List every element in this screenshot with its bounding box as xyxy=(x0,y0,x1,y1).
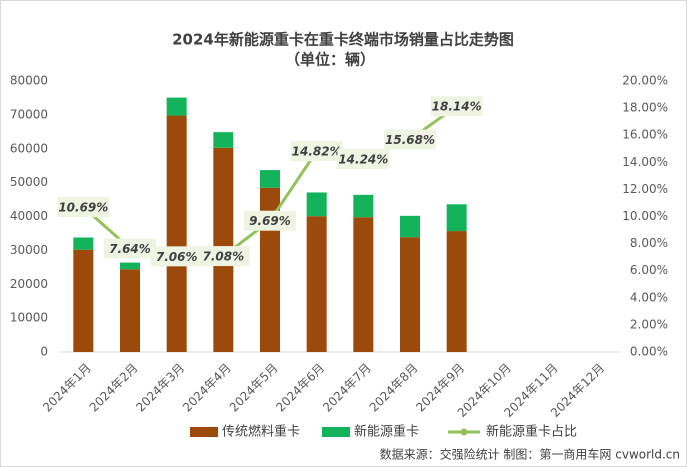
data-label: 9.69% xyxy=(244,210,296,231)
y2-tick-label: 0.00% xyxy=(630,345,668,359)
data-label-bg xyxy=(290,141,343,162)
y-tick-label: 10000 xyxy=(10,311,48,325)
y2-tick-label: 16.00% xyxy=(622,128,668,142)
data-label-bg xyxy=(244,210,296,231)
data-label-text: 10.69% xyxy=(58,201,108,215)
data-label: 10.69% xyxy=(57,197,110,218)
y2-tick-label: 2.00% xyxy=(630,317,668,331)
data-label-text: 7.08% xyxy=(203,250,245,264)
chart-title: 2024年新能源重卡在重卡终端市场销量占比走势图 xyxy=(172,31,514,49)
source-note: 数据来源：交强险统计 制图：第一商用车网 cvworld.cn xyxy=(380,447,680,462)
bar xyxy=(306,216,327,352)
bar xyxy=(306,192,327,217)
data-label-text: 7.06% xyxy=(156,250,198,264)
bar xyxy=(73,237,94,250)
legend-swatch xyxy=(322,427,350,437)
data-label-text: 15.68% xyxy=(385,133,435,147)
legend-label: 新能源重卡 xyxy=(354,424,419,440)
data-label-text: 14.24% xyxy=(338,153,388,167)
data-label-bg xyxy=(337,149,390,170)
bar xyxy=(166,115,187,353)
y2-tick-label: 12.00% xyxy=(622,182,668,196)
legend-swatch xyxy=(190,427,218,437)
data-label: 7.64% xyxy=(104,238,156,259)
data-label-text: 14.82% xyxy=(292,145,342,159)
y2-tick-label: 4.00% xyxy=(630,290,668,304)
y-tick-label: 0 xyxy=(40,345,48,359)
data-label: 7.08% xyxy=(197,246,250,267)
y-tick-label: 60000 xyxy=(10,141,48,155)
data-label-bg xyxy=(384,129,436,150)
y2-tick-label: 6.00% xyxy=(630,263,668,277)
y2-tick-label: 10.00% xyxy=(622,209,668,223)
y2-tick-label: 18.00% xyxy=(622,101,668,115)
y-tick-label: 70000 xyxy=(10,107,48,121)
data-label: 18.14% xyxy=(430,96,483,117)
data-label: 14.82% xyxy=(290,141,343,162)
bar xyxy=(446,204,467,232)
data-label-bg xyxy=(197,246,250,267)
legend-swatch xyxy=(460,428,468,436)
y-tick-label: 30000 xyxy=(10,243,48,257)
y-tick-label: 40000 xyxy=(10,209,48,223)
data-label-bg xyxy=(150,246,203,267)
data-label: 7.06% xyxy=(150,246,203,267)
y2-tick-label: 14.00% xyxy=(622,155,668,169)
data-label: 14.24% xyxy=(337,149,390,170)
bar xyxy=(73,249,94,352)
y2-tick-label: 8.00% xyxy=(630,236,668,250)
bar xyxy=(213,132,234,148)
data-label-text: 7.64% xyxy=(109,242,151,256)
bar xyxy=(260,170,280,188)
data-label: 15.68% xyxy=(384,129,436,150)
y-tick-label: 20000 xyxy=(10,277,48,291)
data-label-text: 18.14% xyxy=(432,100,482,114)
bar xyxy=(120,262,140,270)
legend-label: 新能源重卡占比 xyxy=(486,424,577,440)
data-label-bg xyxy=(430,96,483,117)
bar xyxy=(400,237,420,352)
legend-label: 传统燃料重卡 xyxy=(222,424,300,440)
data-label-bg xyxy=(104,238,156,259)
bar xyxy=(400,215,420,238)
bar xyxy=(353,194,374,218)
y2-tick-label: 20.00% xyxy=(622,74,668,88)
bar xyxy=(446,231,467,352)
data-label-bg xyxy=(57,197,110,218)
y-tick-label: 50000 xyxy=(10,175,48,189)
bar xyxy=(120,269,140,352)
bar xyxy=(353,217,374,352)
y-tick-label: 80000 xyxy=(10,74,48,88)
bar xyxy=(166,97,187,116)
chart-subtitle: （单位：辆） xyxy=(285,51,375,69)
data-label-text: 9.69% xyxy=(249,214,291,228)
